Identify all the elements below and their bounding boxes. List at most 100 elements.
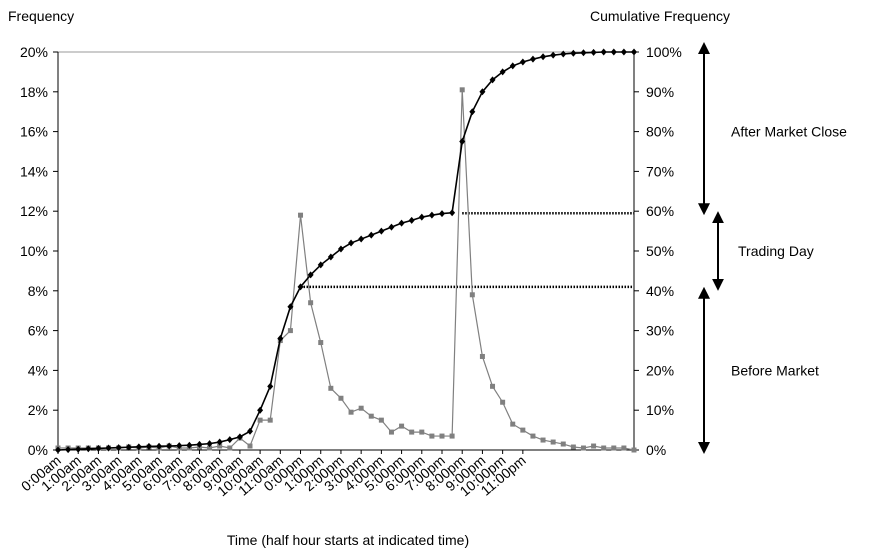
frequency-point [338,395,344,401]
annotation-label: Trading Day [738,243,814,259]
frequency-point [439,433,445,439]
left-tick-label: 14% [20,163,48,179]
frequency-point [368,413,374,419]
cumulative-frequency-point [540,53,547,61]
frequency-point [419,429,425,435]
frequency-point [500,399,506,405]
cumulative-frequency-point [519,58,526,66]
cumulative-frequency-point [196,440,203,448]
right-tick-label: 0% [646,442,666,458]
frequency-point [429,433,435,439]
cumulative-frequency-point [327,253,334,261]
left-tick-label: 16% [20,124,48,140]
cumulative-frequency-point [267,382,274,390]
frequency-point [378,417,384,423]
cumulative-frequency-point [489,76,496,84]
frequency-point [469,292,475,298]
cumulative-frequency-point [247,427,253,435]
frequency-point [530,433,536,439]
cumulative-frequency-point [166,442,173,450]
right-tick-label: 10% [646,402,674,418]
frequency-point [328,385,334,391]
cumulative-frequency-point [428,211,435,219]
frequency-point [601,445,607,451]
cumulative-frequency-point [125,443,132,451]
cumulative-frequency-point [236,433,243,441]
cumulative-frequency-point [226,436,233,444]
left-tick-label: 18% [20,84,48,100]
left-tick-label: 10% [20,243,48,259]
cumulative-frequency-point [115,444,122,452]
cumulative-frequency-point [418,213,425,221]
frequency-point [479,353,485,359]
cumulative-frequency-point [307,271,314,279]
cumulative-frequency-point [257,406,264,414]
right-tick-label: 60% [646,203,674,219]
right-tick-label: 70% [646,163,674,179]
cumulative-frequency-point [560,50,567,58]
frequency-point [459,87,465,93]
frequency-point [510,421,516,427]
frequency-point [490,383,496,389]
cumulative-frequency-point [590,48,597,56]
frequency-point [399,423,405,429]
frequency-point [247,443,253,449]
cumulative-frequency-point [216,438,223,446]
right-tick-label: 80% [646,124,674,140]
cumulative-frequency-point [206,440,213,448]
cumulative-frequency-point [297,283,304,291]
frequency-point [257,417,263,423]
frequency-point [318,340,324,346]
frequency-point [409,429,415,435]
frequency-point [449,433,455,439]
cumulative-frequency-point [620,48,627,56]
cumulative-frequency-point [145,442,152,450]
frequency-point [621,445,627,451]
cumulative-frequency-point [459,138,466,146]
left-tick-label: 20% [20,44,48,60]
cumulative-frequency-point [75,445,82,453]
frequency-point [287,328,293,334]
cumulative-frequency-point [449,209,456,217]
frequency-point [308,300,314,306]
frequency-point [388,429,394,435]
cumulative-frequency-point [398,219,405,227]
frequency-point [540,437,546,443]
cumulative-frequency-point [570,49,577,57]
cumulative-frequency-point [317,261,324,269]
right-tick-label: 20% [646,362,674,378]
cumulative-frequency-point [65,446,72,454]
cumulative-frequency-point [105,444,112,452]
cumulative-frequency-point [368,231,375,239]
cumulative-frequency-point [85,445,92,453]
cumulative-frequency-point [600,48,607,56]
plot-area: 0% 2% 4% 6% 8% 10% 12% 14% 16% 18% 20% 0% 10% 20% 30% 4… [18,42,847,499]
left-tick-label: 6% [28,323,48,339]
cumulative-frequency-point [95,444,102,452]
cumulative-frequency-point [529,55,536,63]
right-tick-label: 100% [646,44,682,60]
cumulative-frequency-point [509,62,516,70]
frequency-point [520,427,526,433]
frequency-point [570,444,576,450]
frequency-point [348,409,354,415]
left-tick-label: 12% [20,203,48,219]
left-tick-label: 8% [28,283,48,299]
right-tick-label: 50% [646,243,674,259]
left-axis-title: Frequency [8,8,74,24]
cumulative-frequency-point [55,446,61,454]
right-tick-label: 90% [646,84,674,100]
cumulative-frequency-point [631,48,637,56]
frequency-point [207,445,213,451]
frequency-point [631,447,637,453]
frequency-point [560,441,566,447]
annotation-label: After Market Close [731,124,847,140]
left-tick-label: 0% [28,442,48,458]
cumulative-frequency-point [156,442,163,450]
frequency-point [591,443,597,449]
cumulative-frequency-point [348,239,355,247]
left-tick-label: 2% [28,402,48,418]
right-tick-label: 40% [646,283,674,299]
frequency-point [217,443,223,449]
frequency-line [58,89,635,451]
